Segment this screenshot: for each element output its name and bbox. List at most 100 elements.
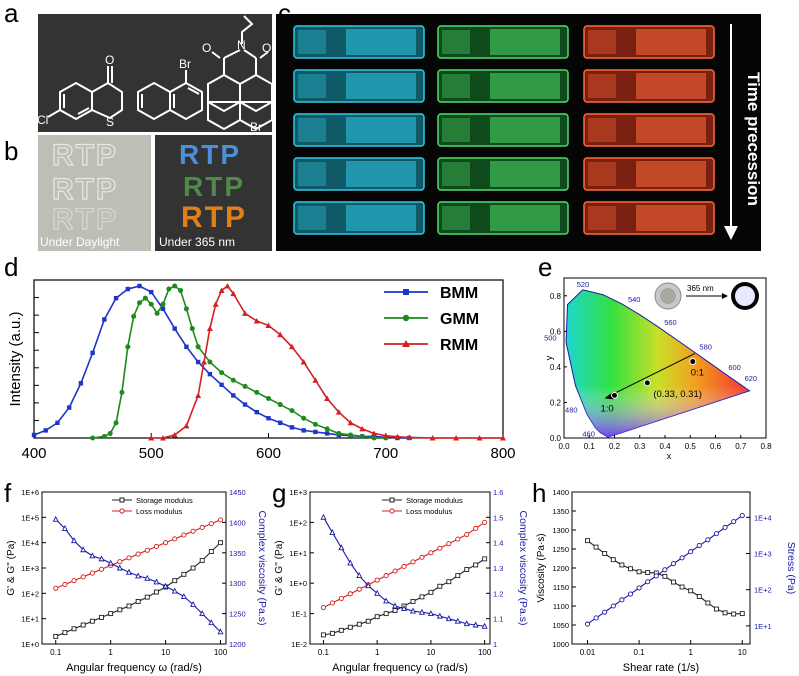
- cuvette-glow-1-4: [490, 205, 560, 231]
- y2-tick-label: 1E+3: [754, 550, 772, 559]
- legend-marker: [389, 508, 395, 514]
- point-storage-modulus: [410, 598, 416, 604]
- point-stress: [645, 579, 651, 585]
- panel-label-b: b: [4, 136, 19, 166]
- x-tick-label: 600: [256, 445, 281, 462]
- cie-point: [689, 358, 697, 366]
- time-precession-photo: Time precession: [276, 14, 761, 251]
- point-bmm: [55, 420, 60, 425]
- y2-tick-label: 1350: [229, 549, 246, 558]
- point-complex-viscosity: [98, 555, 105, 562]
- inset-sample-inner: [660, 288, 676, 304]
- point-complex-viscosity: [61, 524, 68, 531]
- cuvette-bubble-1-3: [442, 162, 470, 186]
- y-tick-label: 1E+2: [289, 518, 307, 527]
- point-stress: [584, 621, 591, 627]
- x-tick-label: 0.2: [609, 442, 621, 451]
- point-bmm: [137, 283, 142, 289]
- point-rmm: [230, 290, 237, 297]
- y2-tick-label: 1.3: [493, 564, 503, 573]
- x-tick-label: 0.1: [634, 648, 646, 657]
- point-rmm: [159, 435, 166, 441]
- point-bmm: [102, 317, 107, 322]
- point-loss-modulus: [338, 595, 344, 601]
- cuvette-bubble-2-3: [588, 162, 616, 186]
- point-loss-modulus: [126, 555, 132, 561]
- point-stress: [679, 555, 685, 561]
- point-complex-viscosity: [329, 529, 336, 535]
- y-tick-label: 1E+3: [21, 564, 39, 573]
- point-storage-modulus: [320, 632, 326, 638]
- point-complex-viscosity: [374, 589, 381, 596]
- cuvette-glow-2-0: [636, 29, 706, 55]
- wavelength-label-460: 460: [582, 430, 595, 439]
- point-complex-viscosity: [338, 544, 345, 551]
- point-storage-modulus: [392, 608, 398, 614]
- point-rmm: [371, 430, 378, 436]
- y-tick-label: 1E+0: [289, 579, 307, 588]
- point-viscosity: [610, 557, 616, 563]
- point-complex-viscosity: [320, 513, 327, 520]
- y-tick-label: 1400: [552, 488, 569, 497]
- point-loss-modulus: [217, 517, 224, 523]
- series-line-rmm: [151, 284, 503, 439]
- point-complex-viscosity: [199, 610, 206, 617]
- cuvette-bubble-0-3: [298, 162, 326, 186]
- point-stress: [713, 531, 720, 537]
- point-complex-viscosity: [356, 572, 363, 579]
- y-tick-label: 0.4: [550, 363, 562, 372]
- caption-uv: Under 365 nm: [159, 235, 236, 249]
- point-bmm: [172, 326, 177, 331]
- y-tick-label: 1E+2: [21, 589, 39, 598]
- point-rmm: [195, 392, 202, 398]
- point-storage-modulus: [117, 607, 123, 613]
- mixing-arrow: [606, 353, 695, 398]
- point-bmm: [313, 429, 318, 435]
- point-rmm: [394, 433, 401, 440]
- point-stress: [739, 512, 745, 519]
- point-viscosity: [602, 551, 608, 557]
- point-viscosity: [636, 569, 642, 575]
- inset-label: 365 nm: [687, 284, 714, 293]
- y-tick-label: 1300: [552, 526, 569, 535]
- cuvette-glow-1-0: [490, 29, 560, 55]
- point-gmm: [166, 286, 172, 292]
- cuvette-glow-0-2: [346, 117, 416, 143]
- point-stress: [602, 609, 608, 615]
- x-tick-label: 100: [214, 648, 228, 657]
- point-storage-modulus: [356, 621, 362, 627]
- rtp-text-daylight-1: RTP: [51, 138, 118, 172]
- y-tick-label: 0.2: [550, 398, 562, 407]
- point-rmm: [148, 435, 155, 441]
- point-rmm: [335, 409, 342, 415]
- molecule-naphthalimide: [207, 15, 272, 131]
- point-gmm: [131, 313, 137, 319]
- point-rmm: [347, 419, 354, 426]
- y-tick-label: 0.8: [550, 292, 562, 301]
- point-storage-modulus: [329, 630, 335, 636]
- y2-tick-label: 1E+4: [754, 513, 772, 522]
- point-loss-modulus: [347, 591, 353, 597]
- point-loss-modulus: [117, 559, 123, 565]
- point-storage-modulus: [338, 627, 344, 633]
- wavelength-label-520: 520: [577, 280, 590, 289]
- point-viscosity: [679, 584, 685, 590]
- point-rmm: [324, 395, 331, 401]
- point-complex-viscosity: [400, 605, 408, 611]
- rtp-text-uv-blue: RTP: [179, 139, 241, 170]
- point-complex-viscosity: [116, 564, 123, 571]
- wavelength-label-580: 580: [699, 342, 712, 351]
- point-stress: [731, 519, 737, 525]
- point-gmm: [142, 295, 148, 301]
- point-rmm: [288, 343, 295, 350]
- point-loss-modulus: [428, 550, 434, 556]
- point-viscosity: [671, 579, 676, 585]
- point-complex-viscosity: [89, 552, 96, 559]
- point-viscosity: [593, 544, 599, 550]
- point-viscosity: [714, 606, 719, 612]
- point-bmm: [219, 382, 224, 387]
- point-storage-modulus: [144, 594, 150, 600]
- x-axis-label: Angular frequency ω (rad/s): [66, 662, 202, 674]
- point-complex-viscosity: [80, 546, 87, 553]
- point-storage-modulus: [428, 589, 434, 595]
